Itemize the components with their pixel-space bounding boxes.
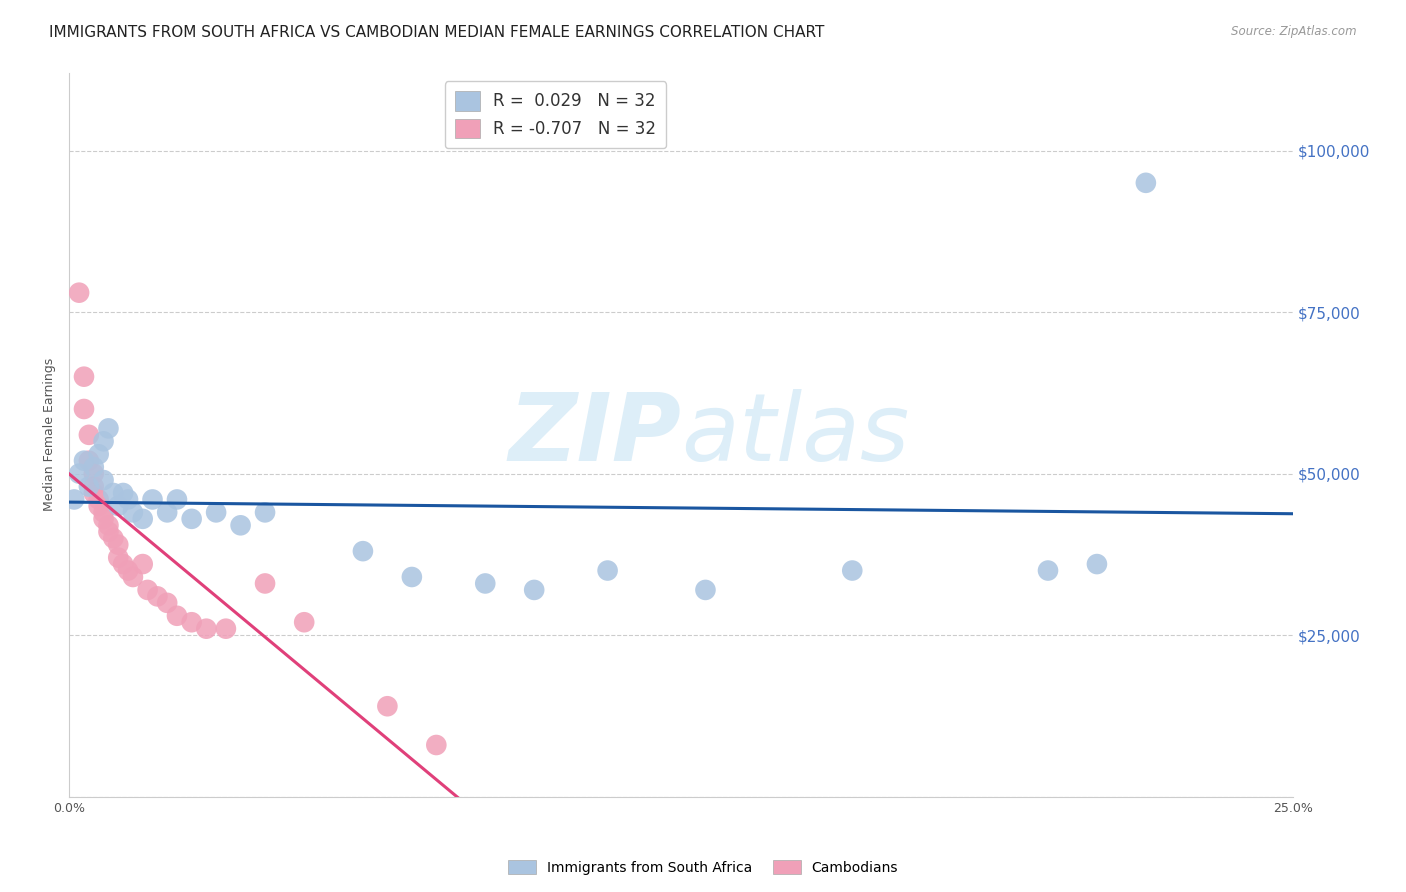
Point xyxy=(596,564,619,578)
Point xyxy=(180,512,202,526)
Point xyxy=(141,492,163,507)
Point xyxy=(107,499,129,513)
Point xyxy=(87,499,110,513)
Point xyxy=(93,512,115,526)
Point xyxy=(1085,557,1108,571)
Point xyxy=(103,531,125,545)
Point xyxy=(523,582,546,597)
Point xyxy=(97,421,120,435)
Point xyxy=(229,518,252,533)
Point xyxy=(87,447,110,461)
Point xyxy=(83,486,105,500)
Point xyxy=(166,492,188,507)
Legend: Immigrants from South Africa, Cambodians: Immigrants from South Africa, Cambodians xyxy=(502,855,904,880)
Point xyxy=(122,505,145,519)
Point xyxy=(107,550,129,565)
Point xyxy=(97,524,120,539)
Point xyxy=(254,505,277,519)
Point xyxy=(87,492,110,507)
Point xyxy=(1036,564,1059,578)
Point xyxy=(156,505,179,519)
Point xyxy=(292,615,315,630)
Point xyxy=(77,479,100,493)
Point xyxy=(77,427,100,442)
Point xyxy=(107,538,129,552)
Text: atlas: atlas xyxy=(681,389,910,480)
Point xyxy=(205,505,228,519)
Point xyxy=(132,557,155,571)
Point xyxy=(73,402,96,417)
Point xyxy=(112,486,135,500)
Point xyxy=(401,570,423,584)
Point xyxy=(695,582,717,597)
Point xyxy=(83,460,105,475)
Point xyxy=(136,582,159,597)
Point xyxy=(63,492,86,507)
Point xyxy=(67,285,90,300)
Point xyxy=(180,615,202,630)
Point xyxy=(112,557,135,571)
Point xyxy=(73,369,96,384)
Point xyxy=(425,738,447,752)
Point xyxy=(97,518,120,533)
Point xyxy=(377,699,399,714)
Point xyxy=(67,467,90,481)
Point xyxy=(93,505,115,519)
Point xyxy=(474,576,496,591)
Point xyxy=(132,512,155,526)
Point xyxy=(77,453,100,467)
Text: Source: ZipAtlas.com: Source: ZipAtlas.com xyxy=(1232,25,1357,38)
Point xyxy=(156,596,179,610)
Point xyxy=(93,473,115,487)
Point xyxy=(117,492,139,507)
Point xyxy=(83,467,105,481)
Point xyxy=(166,608,188,623)
Point xyxy=(195,622,218,636)
Point xyxy=(352,544,374,558)
Point xyxy=(93,434,115,449)
Y-axis label: Median Female Earnings: Median Female Earnings xyxy=(44,359,56,511)
Point xyxy=(841,564,863,578)
Point xyxy=(73,453,96,467)
Point xyxy=(146,590,169,604)
Point xyxy=(254,576,277,591)
Point xyxy=(1135,176,1157,190)
Point xyxy=(117,564,139,578)
Point xyxy=(122,570,145,584)
Text: ZIP: ZIP xyxy=(508,389,681,481)
Text: IMMIGRANTS FROM SOUTH AFRICA VS CAMBODIAN MEDIAN FEMALE EARNINGS CORRELATION CHA: IMMIGRANTS FROM SOUTH AFRICA VS CAMBODIA… xyxy=(49,25,824,40)
Legend: R =  0.029   N = 32, R = -0.707   N = 32: R = 0.029 N = 32, R = -0.707 N = 32 xyxy=(444,81,666,148)
Point xyxy=(215,622,238,636)
Point xyxy=(103,486,125,500)
Point xyxy=(83,479,105,493)
